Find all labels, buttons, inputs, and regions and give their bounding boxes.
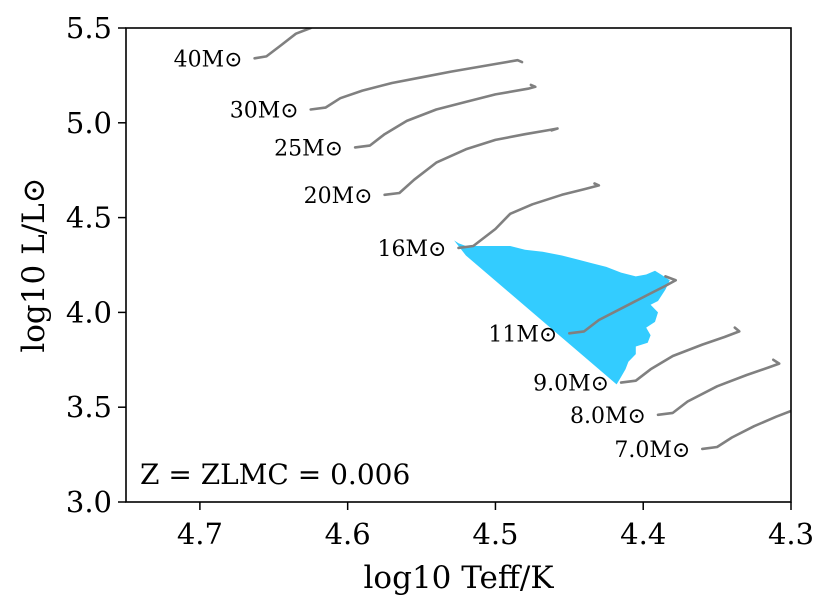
- track-label: 9.0M⊙: [533, 372, 609, 397]
- y-tick-label: 5.0: [66, 106, 112, 140]
- track-line: [353, 83, 537, 149]
- track-label: 40M⊙: [174, 47, 243, 72]
- x-tick-label: 4.6: [325, 517, 371, 551]
- track-label: 7.0M⊙: [614, 438, 690, 463]
- y-tick-label: 4.0: [66, 295, 112, 329]
- x-axis-ticks: 4.7 4.6 4.5 4.4 4.3: [177, 502, 814, 551]
- track-label: 25M⊙: [274, 136, 343, 161]
- track-line: [383, 127, 559, 197]
- parameter-region-layer: [454, 240, 670, 385]
- track-line: [309, 58, 524, 111]
- track-labels-layer: 40M⊙ 30M⊙ 25M⊙ 20M⊙ 16M⊙ 11M⊙ 9.0M⊙ 8.0M⊙ 7.0M⊙: [174, 47, 691, 463]
- evolution-tracks-layer: [253, 28, 791, 451]
- x-tick-label: 4.4: [620, 517, 666, 551]
- track-label: 30M⊙: [230, 99, 299, 124]
- track-line: [701, 409, 791, 451]
- y-axis-label: log10 L/L⊙: [16, 177, 52, 352]
- track-line: [253, 28, 312, 60]
- y-tick-label: 4.5: [66, 201, 112, 235]
- y-axis-ticks: 3.0 3.5 4.0 4.5 5.0 5.5: [66, 11, 126, 519]
- x-axis-label: log10 Teff/K: [364, 560, 555, 596]
- track-label: 11M⊙: [488, 322, 557, 347]
- parameter-region: [454, 240, 670, 385]
- x-tick-label: 4.3: [768, 517, 814, 551]
- y-tick-label: 5.5: [66, 11, 112, 45]
- track-line: [619, 326, 741, 384]
- plot-frame: [125, 27, 792, 503]
- track-line: [656, 358, 781, 417]
- track-line: [457, 182, 601, 250]
- y-tick-label: 3.5: [66, 390, 112, 424]
- track-line: [568, 275, 677, 335]
- y-tick-label: 3.0: [66, 485, 112, 519]
- track-label: 20M⊙: [304, 184, 373, 209]
- metallicity-annotation: Z = ZLMC = 0.006: [140, 458, 410, 491]
- x-tick-label: 4.7: [177, 517, 223, 551]
- track-label: 8.0M⊙: [570, 404, 646, 429]
- track-label: 16M⊙: [378, 237, 447, 262]
- x-tick-label: 4.5: [472, 517, 518, 551]
